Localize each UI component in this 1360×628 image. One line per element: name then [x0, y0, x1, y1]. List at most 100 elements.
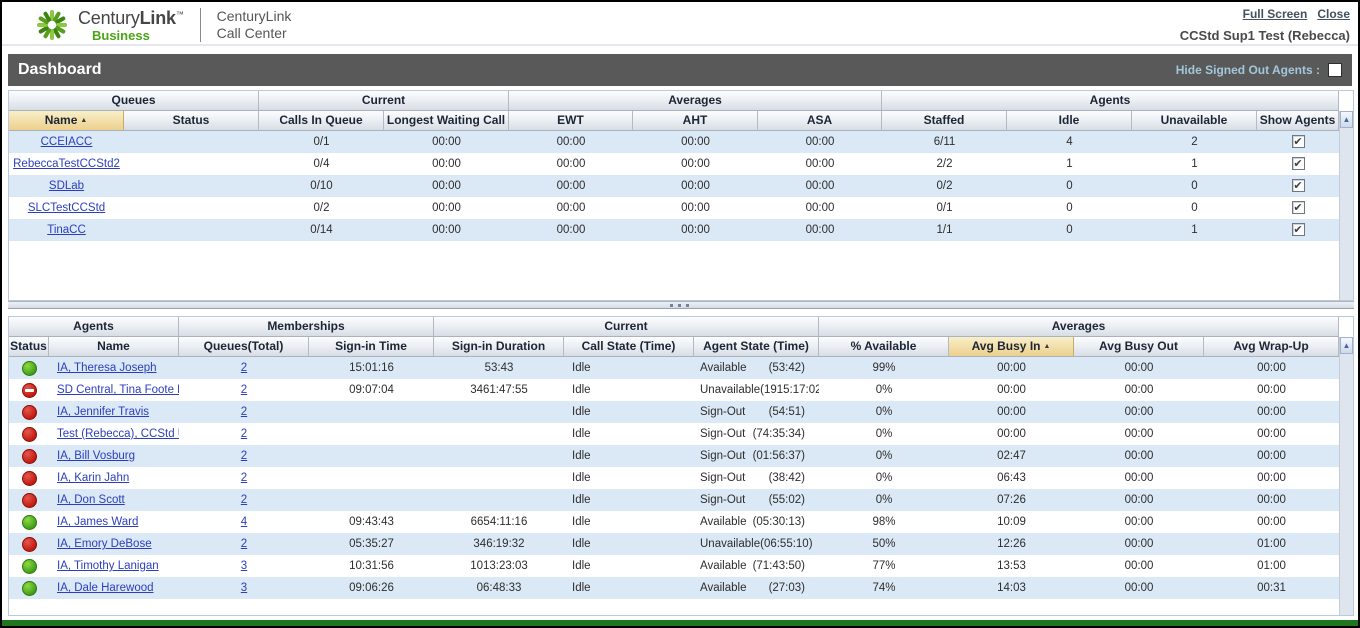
- panel-splitter[interactable]: [8, 301, 1354, 309]
- avg-busy-out-cell: 00:00: [1074, 467, 1204, 489]
- col-avg-busy-in[interactable]: Avg Busy In▲: [949, 337, 1074, 357]
- agent-queues-total-link[interactable]: 2: [241, 384, 247, 396]
- queue-name-link[interactable]: SDLab: [49, 180, 84, 192]
- group-averages: Averages: [819, 317, 1339, 337]
- full-screen-link[interactable]: Full Screen: [1243, 7, 1308, 21]
- pct-available-cell: 77%: [819, 555, 949, 577]
- centurylink-logo-icon: [36, 9, 68, 41]
- show-agents-checkbox[interactable]: ✔: [1292, 157, 1305, 170]
- call-state-cell: Idle: [564, 379, 694, 401]
- agent-name-link[interactable]: Test (Rebecca), CCStd U: [57, 428, 179, 440]
- agent-queues-total-link[interactable]: 4: [241, 516, 247, 528]
- close-link[interactable]: Close: [1317, 7, 1350, 21]
- unavailable-cell: 2: [1132, 131, 1257, 153]
- col-ewt[interactable]: EWT: [509, 111, 633, 131]
- calls-in-queue-cell: 0/10: [259, 175, 384, 197]
- col-show-agents[interactable]: Show Agents: [1257, 111, 1339, 131]
- agent-state-time: (01:56:37): [753, 445, 805, 467]
- col-asa[interactable]: ASA: [758, 111, 882, 131]
- agent-state-cell: Unavailable (1915:17:02: [694, 379, 819, 401]
- agent-queues-total-link[interactable]: 2: [241, 450, 247, 462]
- hide-signed-out-checkbox[interactable]: [1328, 63, 1342, 77]
- agent-queues-total-link[interactable]: 2: [241, 406, 247, 418]
- sign-in-time-cell: [309, 467, 434, 489]
- col-avg-busy-out[interactable]: Avg Busy Out: [1074, 337, 1204, 357]
- agent-name-link[interactable]: IA, Theresa Joseph: [57, 362, 157, 374]
- queue-name-link[interactable]: TinaCC: [47, 224, 86, 236]
- agent-name-link[interactable]: IA, Don Scott: [57, 494, 125, 506]
- col-unavailable[interactable]: Unavailable: [1132, 111, 1257, 131]
- agent-state-cell: Sign-Out (54:51): [694, 401, 819, 423]
- agent-queues-total-link[interactable]: 2: [241, 428, 247, 440]
- agent-name-link[interactable]: IA, Timothy Lanigan: [57, 560, 159, 572]
- agent-status-icon: [22, 581, 37, 596]
- agent-name-link[interactable]: IA, Bill Vosburg: [57, 450, 135, 462]
- agent-name-link[interactable]: SD Central, Tina Foote Pl: [57, 384, 179, 396]
- col-queues-total[interactable]: Queues(Total): [179, 337, 309, 357]
- dashboard-bar: Dashboard Hide Signed Out Agents :: [8, 54, 1352, 86]
- show-agents-checkbox[interactable]: ✔: [1292, 179, 1305, 192]
- agent-state-time: (53:42): [769, 357, 805, 379]
- col-longest-waiting-call[interactable]: Longest Waiting Call: [384, 111, 509, 131]
- agent-state-cell: Available (27:03): [694, 577, 819, 599]
- logged-in-user: CCStd Sup1 Test (Rebecca): [1180, 28, 1350, 43]
- show-agents-checkbox[interactable]: ✔: [1292, 135, 1305, 148]
- show-agents-checkbox[interactable]: ✔: [1292, 223, 1305, 236]
- show-agents-checkbox[interactable]: ✔: [1292, 201, 1305, 214]
- agent-row: IA, Don Scott 2 Idle Sign-Out (55:02) 0%…: [9, 489, 1339, 511]
- top-header: CenturyLink™ Business CenturyLink Call C…: [2, 2, 1358, 46]
- agent-queues-total-link[interactable]: 2: [241, 472, 247, 484]
- agent-name-link[interactable]: IA, Emory DeBose: [57, 538, 152, 550]
- col-pct-available[interactable]: % Available: [819, 337, 949, 357]
- group-current: Current: [434, 317, 819, 337]
- agent-state-time: (05:30:13): [753, 511, 805, 533]
- queue-name-link[interactable]: CCEIACC: [41, 136, 93, 148]
- agent-name-link[interactable]: IA, Jennifer Travis: [57, 406, 149, 418]
- queue-status-cell: [124, 131, 259, 153]
- call-state-cell: Idle: [564, 577, 694, 599]
- col-call-state[interactable]: Call State (Time): [564, 337, 694, 357]
- col-sign-in-time[interactable]: Sign-in Time: [309, 337, 434, 357]
- queue-row: CCEIACC 0/1 00:00 00:00 00:00 00:00 6/11…: [9, 131, 1339, 153]
- avg-busy-out-cell: 00:00: [1074, 555, 1204, 577]
- avg-busy-out-cell: 00:00: [1074, 401, 1204, 423]
- queue-name-link[interactable]: SLCTestCCStd: [28, 202, 105, 214]
- pct-available-cell: 0%: [819, 401, 949, 423]
- agent-state-label: Unavailable: [700, 379, 760, 401]
- call-state-cell: Idle: [564, 555, 694, 577]
- longest-waiting-call-cell: 00:00: [384, 153, 509, 175]
- agents-scrollbar[interactable]: ▲: [1339, 337, 1353, 615]
- queue-name-link[interactable]: RebeccaTestCCStd2: [13, 158, 120, 170]
- col-idle[interactable]: Idle: [1007, 111, 1132, 131]
- sort-asc-icon: ▲: [80, 117, 87, 124]
- scroll-up-icon[interactable]: ▲: [1340, 337, 1353, 354]
- agent-queues-total-link[interactable]: 2: [241, 538, 247, 550]
- queues-scrollbar[interactable]: ▲: [1339, 111, 1353, 300]
- pct-available-cell: 50%: [819, 533, 949, 555]
- col-agent-name[interactable]: Name: [49, 337, 179, 357]
- col-queue-name[interactable]: Name▲: [9, 111, 124, 131]
- col-calls-in-queue[interactable]: Calls In Queue: [259, 111, 384, 131]
- agent-queues-total-link[interactable]: 3: [241, 560, 247, 572]
- col-agent-status[interactable]: Status: [9, 337, 49, 357]
- col-avg-wrap-up[interactable]: Avg Wrap-Up: [1204, 337, 1339, 357]
- col-queue-status[interactable]: Status: [124, 111, 259, 131]
- scroll-up-icon[interactable]: ▲: [1340, 111, 1353, 128]
- agent-queues-total-link[interactable]: 2: [241, 494, 247, 506]
- agent-queues-total-link[interactable]: 2: [241, 362, 247, 374]
- agent-queues-total-link[interactable]: 3: [241, 582, 247, 594]
- agent-name-link[interactable]: IA, Dale Harewood: [57, 582, 154, 594]
- longest-waiting-call-cell: 00:00: [384, 197, 509, 219]
- col-sign-in-duration[interactable]: Sign-in Duration: [434, 337, 564, 357]
- pct-available-cell: 98%: [819, 511, 949, 533]
- avg-wrap-up-cell: 00:00: [1204, 467, 1339, 489]
- agent-name-link[interactable]: IA, James Ward: [57, 516, 138, 528]
- col-aht[interactable]: AHT: [633, 111, 758, 131]
- agent-name-link[interactable]: IA, Karin Jahn: [57, 472, 129, 484]
- avg-busy-in-cell: 02:47: [949, 445, 1074, 467]
- staffed-cell: 0/1: [882, 197, 1007, 219]
- col-staffed[interactable]: Staffed: [882, 111, 1007, 131]
- avg-wrap-up-cell: 01:00: [1204, 555, 1339, 577]
- col-agent-state[interactable]: Agent State (Time): [694, 337, 819, 357]
- idle-cell: 1: [1007, 153, 1132, 175]
